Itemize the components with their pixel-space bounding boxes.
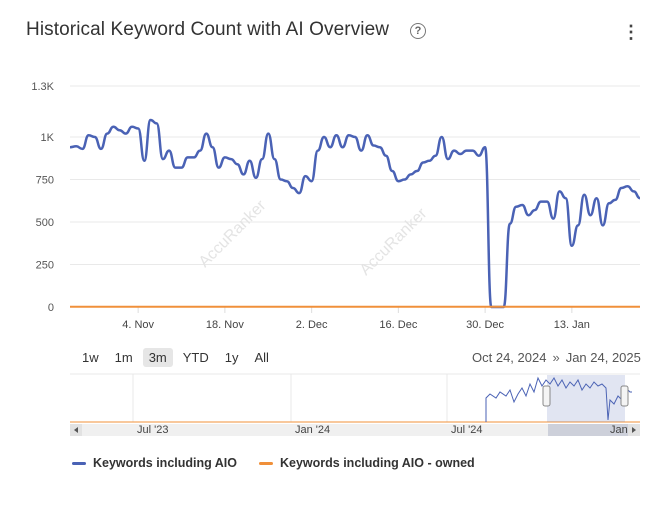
watermark-1: AccuRanker xyxy=(196,197,270,271)
legend: Keywords including AIO Keywords includin… xyxy=(72,456,475,470)
watermark-2: AccuRanker xyxy=(357,205,431,279)
help-icon[interactable]: ? xyxy=(410,23,426,39)
y-tick-label: 250 xyxy=(36,260,54,272)
range-3m-button[interactable]: 3m xyxy=(142,348,173,367)
range-all-button[interactable]: All xyxy=(254,350,269,365)
x-tick-label: 2. Dec xyxy=(296,319,328,331)
y-tick-label: 750 xyxy=(36,175,54,187)
grid-lines xyxy=(70,85,640,265)
legend-label-aio-owned: Keywords including AIO - owned xyxy=(280,456,475,470)
navigator[interactable]: Jul '23 Jan '24 Jul '24 Jan xyxy=(70,373,640,436)
legend-swatch-aio-owned xyxy=(259,461,273,465)
navigator-handle-right[interactable] xyxy=(620,385,629,407)
chart-title: Historical Keyword Count with AI Overvie… xyxy=(26,19,390,40)
x-tick-label: 30. Dec xyxy=(466,319,504,331)
legend-item-aio[interactable]: Keywords including AIO xyxy=(72,456,237,470)
x-axis-ticks: 4. Nov 18. Nov 2. Dec 16. Dec 30. Dec 13. Jan xyxy=(122,307,590,331)
range-1w-button[interactable]: 1w xyxy=(82,350,99,365)
more-options-icon[interactable]: ⋮ xyxy=(622,22,640,42)
range-1m-button[interactable]: 1m xyxy=(114,350,133,365)
range-ytd-button[interactable]: YTD xyxy=(182,350,209,365)
scroll-left-arrow-icon xyxy=(74,427,78,433)
y-tick-label: 0 xyxy=(48,302,54,314)
range-1y-button[interactable]: 1y xyxy=(224,350,239,365)
date-to[interactable]: Jan 24, 2025 xyxy=(565,350,641,365)
navigator-label-1: Jul '23 xyxy=(137,424,168,436)
navigator-handle-left[interactable] xyxy=(542,385,551,407)
navigator-label-4: Jan xyxy=(610,424,628,436)
y-tick-label: 1K xyxy=(41,132,55,144)
series-line-aio xyxy=(69,118,641,309)
x-tick-label: 4. Nov xyxy=(122,319,154,331)
y-tick-label: 500 xyxy=(36,217,54,229)
legend-label-aio: Keywords including AIO xyxy=(93,456,237,470)
navigator-scrollbar-thumb[interactable] xyxy=(548,424,628,436)
watermarks: AccuRanker AccuRanker xyxy=(196,197,431,279)
x-tick-label: 18. Nov xyxy=(206,319,244,331)
y-tick-label: 1.3K xyxy=(31,81,54,93)
x-tick-label: 13. Jan xyxy=(554,319,590,331)
y-axis-ticks: 0 250 500 750 1K 1.3K xyxy=(31,81,54,314)
navigator-label-3: Jul '24 xyxy=(451,424,482,436)
series-lines xyxy=(69,118,641,309)
navigator-label-2: Jan '24 xyxy=(295,424,330,436)
date-range: Oct 24, 2024 » Jan 24, 2025 xyxy=(472,350,641,365)
date-from[interactable]: Oct 24, 2024 xyxy=(472,350,547,365)
date-separator: » xyxy=(552,350,560,365)
x-tick-label: 16. Dec xyxy=(379,319,417,331)
navigator-selection xyxy=(547,375,625,422)
scroll-right-arrow-icon xyxy=(632,427,636,433)
legend-item-aio-owned[interactable]: Keywords including AIO - owned xyxy=(259,456,475,470)
legend-swatch-aio xyxy=(72,461,86,465)
navigator-series xyxy=(485,376,632,422)
navigator-scrollbar-track xyxy=(70,424,640,436)
range-selector: 1w 1m 3m YTD 1y All xyxy=(76,348,275,367)
